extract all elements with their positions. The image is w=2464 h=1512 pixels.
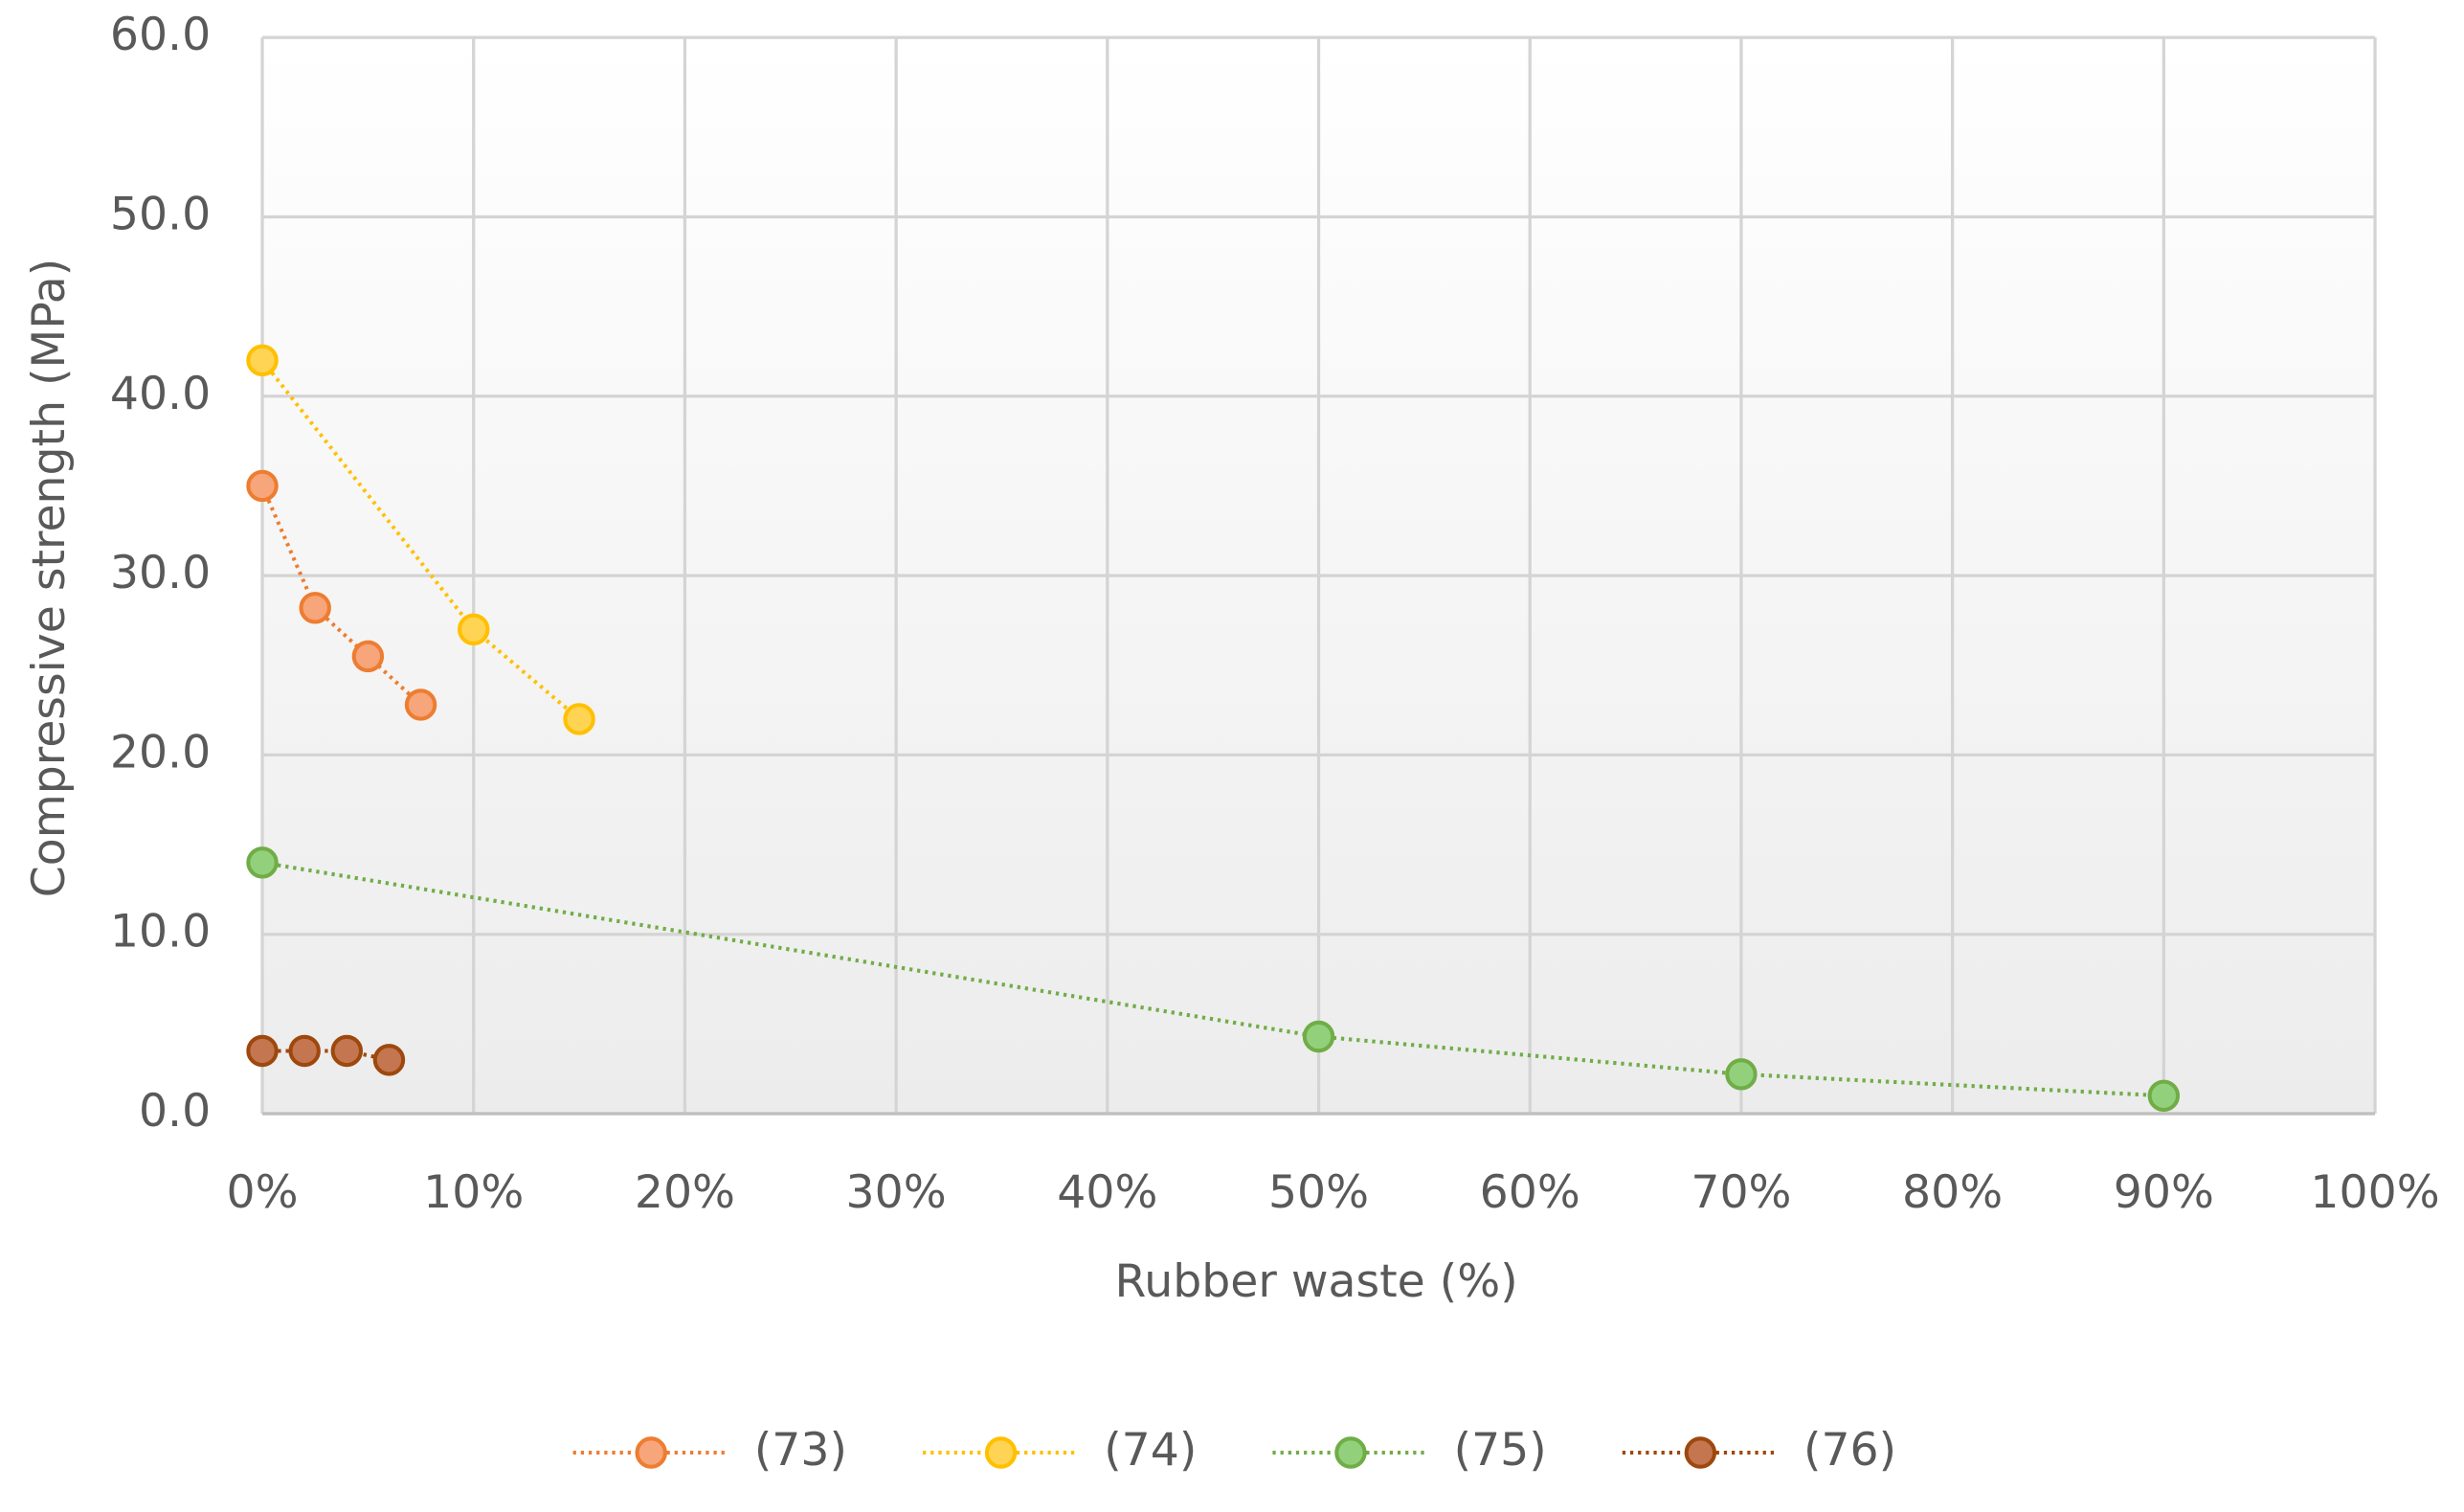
legend-marker bbox=[1684, 1436, 1717, 1469]
x-axis-title: Rubber waste (%) bbox=[1114, 1255, 1517, 1308]
legend-marker bbox=[1334, 1436, 1367, 1469]
legend-label: (74) bbox=[1104, 1424, 1197, 1477]
x-tick-label: 100% bbox=[2310, 1166, 2439, 1219]
x-tick-label: 0% bbox=[227, 1166, 299, 1219]
data-point bbox=[246, 344, 279, 377]
y-axis-title: Compressive strength (MPa) bbox=[23, 259, 76, 897]
data-point bbox=[330, 1034, 364, 1068]
y-tick-label: 50.0 bbox=[110, 188, 211, 240]
x-tick-label: 80% bbox=[1902, 1166, 2003, 1219]
data-point bbox=[299, 592, 331, 624]
data-point bbox=[246, 846, 279, 879]
y-tick-label: 30.0 bbox=[110, 547, 211, 599]
data-point bbox=[372, 1044, 406, 1076]
x-tick-label: 60% bbox=[1480, 1166, 1580, 1219]
data-point bbox=[246, 469, 279, 503]
x-tick-label: 40% bbox=[1057, 1166, 1157, 1219]
data-point bbox=[246, 1034, 279, 1068]
x-tick-label: 10% bbox=[423, 1166, 524, 1219]
legend-marker bbox=[984, 1436, 1018, 1469]
x-tick-label: 20% bbox=[635, 1166, 735, 1219]
series-line bbox=[262, 1049, 390, 1062]
x-tick-label: 30% bbox=[846, 1166, 947, 1219]
data-point bbox=[351, 640, 385, 673]
y-tick-label: 10.0 bbox=[110, 906, 211, 959]
data-point bbox=[1725, 1058, 1758, 1091]
series-line bbox=[261, 860, 2164, 1098]
x-tick-label: 90% bbox=[2114, 1166, 2214, 1219]
data-point bbox=[404, 688, 437, 721]
data-point bbox=[2147, 1079, 2181, 1113]
legend-label: (73) bbox=[754, 1424, 847, 1477]
y-tick-label: 40.0 bbox=[110, 368, 211, 420]
y-tick-label: 0.0 bbox=[139, 1085, 211, 1138]
x-tick-label: 70% bbox=[1691, 1166, 1791, 1219]
data-point bbox=[563, 703, 595, 735]
x-tick-label: 50% bbox=[1268, 1166, 1369, 1219]
y-tick-label: 60.0 bbox=[110, 9, 211, 61]
legend-label: (75) bbox=[1454, 1424, 1547, 1477]
y-tick-label: 20.0 bbox=[110, 726, 211, 779]
data-point bbox=[1302, 1020, 1335, 1053]
data-point bbox=[288, 1034, 321, 1068]
data-point bbox=[458, 613, 490, 646]
legend-marker bbox=[635, 1436, 667, 1469]
legend-label: (76) bbox=[1803, 1424, 1896, 1477]
